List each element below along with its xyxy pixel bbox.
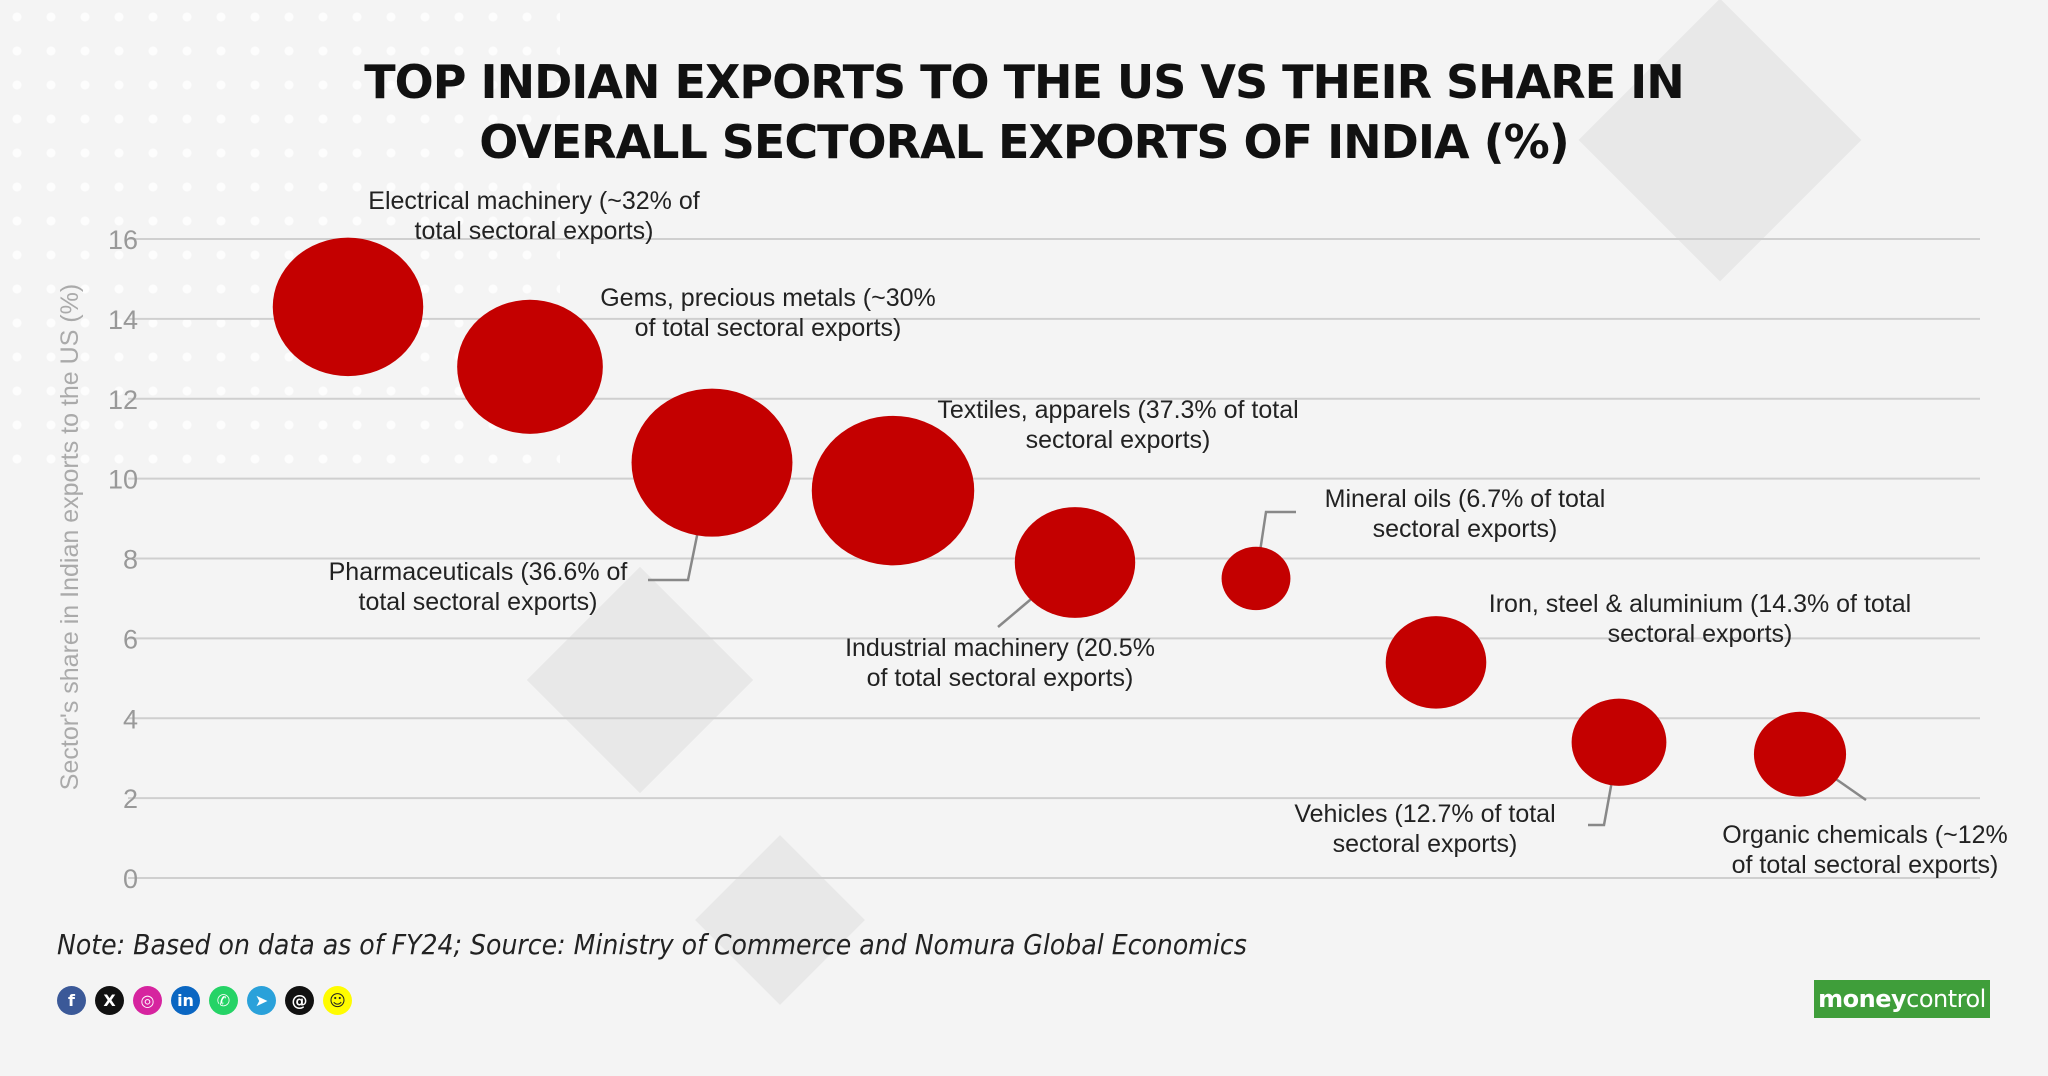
bubbles — [272, 237, 1847, 797]
whatsapp-icon[interactable]: ✆ — [209, 986, 238, 1015]
moneycontrol-logo[interactable]: moneycontrol — [1814, 980, 1990, 1018]
bubble-label-line: of total sectoral exports) — [1732, 851, 1999, 879]
instagram-icon[interactable]: ◎ — [133, 986, 162, 1015]
bubble — [272, 237, 424, 377]
bubble — [1571, 698, 1667, 786]
x-icon[interactable]: X — [95, 986, 124, 1015]
snapchat-icon[interactable]: ☺ — [323, 986, 352, 1015]
y-axis-label: Sector's share in Indian exports to the … — [56, 284, 84, 790]
chart-title-line: TOP INDIAN EXPORTS TO THE US VS THEIR SH… — [364, 55, 1684, 109]
telegram-icon[interactable]: ➤ — [247, 986, 276, 1015]
y-tick-label: 12 — [108, 385, 138, 415]
bubble-label-line: of total sectoral exports) — [635, 314, 902, 342]
bubble-label-line: total sectoral exports) — [415, 217, 654, 245]
bubble-label-line: total sectoral exports) — [359, 588, 598, 616]
bubble-label-line: Vehicles (12.7% of total — [1294, 800, 1555, 828]
bubble — [1753, 711, 1847, 797]
y-tick-label: 10 — [108, 465, 138, 495]
linkedin-icon[interactable]: in — [171, 986, 200, 1015]
bubble — [811, 415, 975, 566]
bubble-label-line: Iron, steel & aluminium (14.3% of total — [1489, 590, 1911, 618]
logo-text-control: control — [1906, 985, 1986, 1013]
bubble-label-line: Mineral oils (6.7% of total — [1325, 485, 1606, 513]
bubble — [631, 388, 793, 537]
y-tick-label: 2 — [123, 784, 138, 814]
y-tick-label: 14 — [108, 305, 138, 335]
chart-title-line: OVERALL SECTORAL EXPORTS OF INDIA (%) — [479, 115, 1569, 169]
y-tick-label: 16 — [108, 225, 138, 255]
y-axis-ticks: 0 2 4 6 8 10 12 14 16 — [108, 225, 138, 894]
bubble-label-line: sectoral exports) — [1373, 515, 1558, 543]
source-note: Note: Based on data as of FY24; Source: … — [57, 928, 1247, 961]
facebook-icon[interactable]: f — [57, 986, 86, 1015]
y-tick-label: 0 — [123, 864, 138, 894]
bubble-label-line: Textiles, apparels (37.3% of total — [937, 396, 1298, 424]
y-tick-label: 8 — [123, 545, 138, 575]
bubble-label-line: Industrial machinery (20.5% — [845, 634, 1155, 662]
bubble-label-line: of total sectoral exports) — [867, 664, 1134, 692]
bubble-label-line: sectoral exports) — [1608, 620, 1793, 648]
bubble — [1014, 507, 1136, 618]
y-tick-label: 4 — [123, 704, 138, 734]
y-tick-label: 6 — [123, 624, 138, 654]
bubble-label-line: Gems, precious metals (~30% — [600, 284, 936, 312]
bubble — [1221, 546, 1291, 611]
bubble-label-line: sectoral exports) — [1026, 426, 1211, 454]
bubble-label-line: Organic chemicals (~12% — [1722, 821, 2008, 849]
bubble — [457, 299, 603, 434]
logo-text-money: money — [1818, 985, 1907, 1013]
social-icons: f X ◎ in ✆ ➤ @ ☺ — [57, 986, 352, 1015]
bubble-label-line: sectoral exports) — [1333, 830, 1518, 858]
bubble — [1385, 616, 1487, 709]
bubble-label-line: Electrical machinery (~32% of — [368, 187, 699, 215]
bubble-label-line: Pharmaceuticals (36.6% of — [329, 558, 628, 586]
chart-title: TOP INDIAN EXPORTS TO THE US VS THEIR SH… — [0, 52, 2048, 172]
threads-icon[interactable]: @ — [285, 986, 314, 1015]
